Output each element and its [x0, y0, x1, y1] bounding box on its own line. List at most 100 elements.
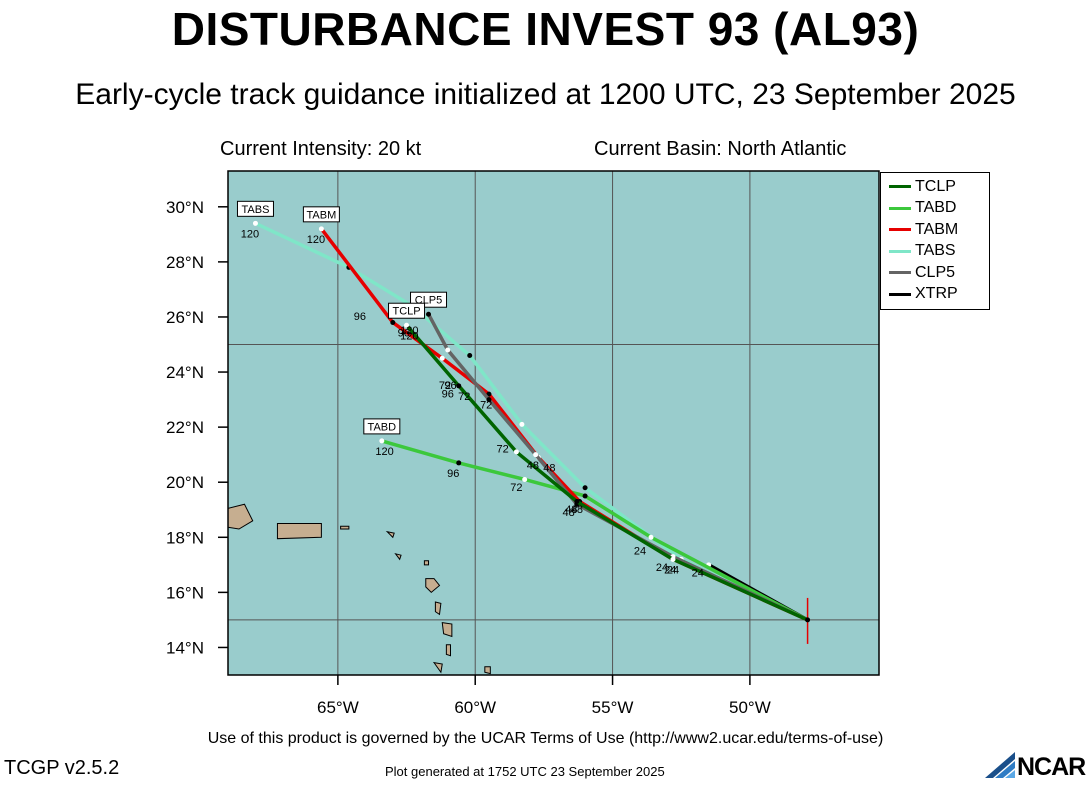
legend-swatch — [889, 249, 911, 253]
forecast-hour-label: 48 — [571, 504, 583, 516]
map-axes: 65°W 60°W 55°W 50°W 14°N 16°N 18°N 20°N 22°N 24°N… — [166, 198, 771, 717]
forecast-hour-label: 24 — [667, 565, 679, 577]
track-end-label-tabs: TABS — [236, 200, 274, 217]
map-ocean — [228, 171, 879, 675]
track-end-label-box — [363, 418, 401, 435]
track-point — [456, 460, 462, 466]
x-tick-label: 55°W — [592, 698, 634, 717]
legend-label: TABS — [915, 242, 956, 260]
forecast-hour-label: 120 — [375, 446, 393, 458]
track-point — [648, 534, 654, 540]
forecast-hour-label: 96 — [444, 380, 456, 392]
track-point — [522, 476, 528, 482]
legend-item-tabs: TABS — [881, 241, 989, 263]
island-2 — [340, 525, 350, 530]
current-basin-label: Current Basin: North Atlantic — [594, 138, 847, 160]
caribbean-islands — [228, 503, 491, 675]
island-0 — [228, 503, 254, 530]
version-label: TCGP v2.5.2 — [4, 757, 120, 779]
generated-timestamp: Plot generated at 1752 UTC 23 September … — [385, 764, 665, 779]
current-position-dot — [805, 617, 811, 623]
forecast-hour-label: 96 — [442, 388, 454, 400]
legend-item-tabm: TABM — [881, 219, 989, 241]
track-point — [519, 421, 525, 427]
track-point — [404, 322, 410, 328]
forecast-hour-label: 24 — [634, 545, 646, 557]
island-8 — [484, 666, 491, 675]
island-11 — [432, 661, 443, 674]
island-9 — [394, 552, 402, 561]
track-point — [467, 353, 473, 359]
track-end-label-box — [302, 206, 340, 223]
legend-swatch — [889, 206, 911, 210]
forecast-hour-label: 72 — [458, 391, 470, 403]
legend-swatch — [889, 185, 911, 189]
track-point — [390, 319, 396, 325]
legend-swatch — [889, 292, 911, 296]
y-tick-label: 30°N — [166, 198, 204, 217]
y-tick-label: 18°N — [166, 528, 204, 547]
y-tick-label: 20°N — [166, 473, 204, 492]
island-5 — [441, 622, 453, 638]
track-line-tabd — [381, 439, 809, 622]
ncar-logo-text: NCAR — [1017, 753, 1086, 781]
track-point — [379, 438, 385, 444]
legend-swatch — [889, 228, 911, 232]
forecast-hour-label: 48 — [565, 504, 577, 516]
legend: TCLP TABD TABM TABS CLP5 XTRP — [880, 172, 990, 310]
forecast-hour-label: 24 — [656, 562, 668, 574]
track-line-tclp — [405, 324, 809, 622]
forecast-hour-label: 96 — [398, 328, 410, 340]
x-tick-label: 60°W — [454, 698, 496, 717]
track-point — [445, 347, 451, 353]
track-point — [252, 220, 258, 226]
track-end-label-text: TABM — [307, 209, 337, 221]
track-point — [670, 556, 676, 562]
legend-swatch — [889, 271, 911, 275]
track-end-label-box — [236, 200, 274, 217]
island-4 — [434, 601, 442, 616]
legend-label: TABD — [915, 199, 957, 217]
track-labels: 24487296120TABS24487296120TABD2448729612… — [236, 200, 811, 644]
track-point — [486, 397, 492, 403]
current-intensity-label: Current Intensity: 20 kt — [220, 138, 422, 160]
forecast-hour-label: 72 — [497, 443, 509, 455]
map-grid — [228, 171, 879, 675]
y-tick-label: 24°N — [166, 363, 204, 382]
forecast-hour-label: 96 — [447, 468, 459, 480]
track-point — [574, 498, 580, 504]
legend-item-clp5: CLP5 — [881, 262, 989, 284]
track-end-label-tabm: TABM — [302, 206, 340, 223]
track-end-label-text: TABS — [242, 204, 270, 216]
track-end-label-tabd: TABD — [363, 418, 401, 435]
forecast-hour-label: 72 — [439, 380, 451, 392]
track-point — [582, 493, 588, 499]
y-tick-label: 14°N — [166, 638, 204, 657]
track-point — [582, 485, 588, 491]
map-frame — [227, 170, 880, 676]
track-end-label-text: TCLP — [392, 306, 420, 318]
chart-subtitle: Early-cycle track guidance initialized a… — [75, 78, 1016, 111]
ncar-logo-icon — [985, 752, 1015, 778]
terms-of-use-text: Use of this product is governed by the U… — [207, 730, 884, 747]
track-end-label-tclp: TCLP — [388, 302, 426, 319]
y-tick-label: 28°N — [166, 253, 204, 272]
legend-label: CLP5 — [915, 263, 956, 281]
legend-label: TABM — [915, 220, 959, 238]
legend-item-tclp: TCLP — [881, 176, 989, 198]
forecast-hour-label: 24 — [664, 565, 676, 577]
forecast-hour-label: 120 — [400, 330, 418, 342]
forecast-hour-label: 24 — [692, 567, 704, 579]
track-point — [439, 355, 445, 361]
ncar-logo: NCAR — [983, 750, 1089, 781]
legend-item-xtrp: XTRP — [881, 284, 989, 306]
forecast-hour-label: 48 — [543, 463, 555, 475]
forecast-hour-label: 48 — [527, 460, 539, 472]
island-7 — [423, 560, 430, 566]
forecast-hour-label: 120 — [400, 325, 418, 337]
track-point — [456, 383, 462, 389]
y-tick-label: 26°N — [166, 308, 204, 327]
legend-item-tabd: TABD — [881, 198, 989, 220]
forecast-hour-label: 120 — [307, 234, 325, 246]
